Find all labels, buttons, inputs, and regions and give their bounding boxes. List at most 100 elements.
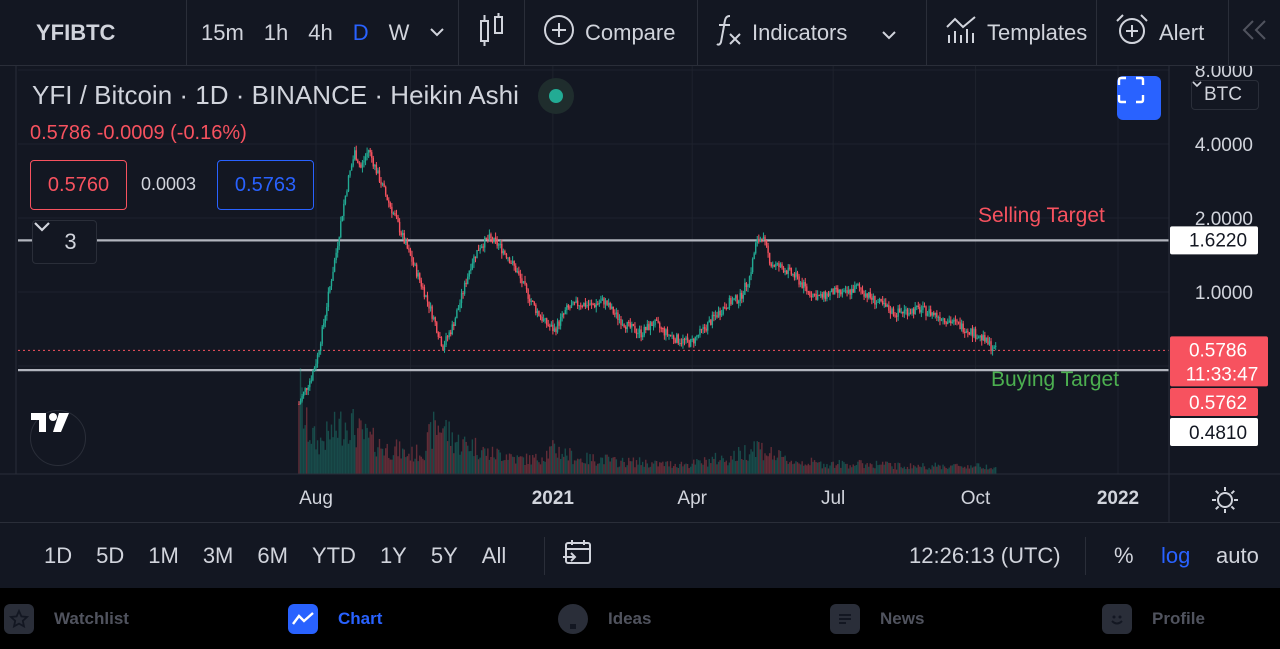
volume-bar [309,440,311,474]
candle-body [451,324,453,335]
volume-bar [846,463,848,474]
chevron-down-icon[interactable] [429,24,445,42]
interval-15m[interactable]: 15m [201,19,244,45]
collapse-toolbar-button[interactable] [1229,0,1279,66]
range-5d[interactable]: 5D [96,542,125,568]
percent-scale-toggle[interactable]: % [1114,543,1134,568]
range-3m[interactable]: 3M [202,542,234,568]
volume-bar [606,454,608,474]
selling-target-label[interactable]: Selling Target [978,204,1105,227]
candle-body [623,324,625,328]
range-1d[interactable]: 1D [44,542,73,568]
log-scale-toggle[interactable]: log [1161,543,1191,568]
volume-bar [881,461,884,474]
volume-bar [491,446,494,474]
sell-button[interactable]: 0.5760 [30,160,127,210]
range-ytd[interactable]: YTD [311,542,356,568]
interval-w[interactable]: W [388,19,410,45]
indicator-legend-toggle[interactable]: 3 [32,220,97,264]
volume-bar [926,469,929,474]
interval-1h[interactable]: 1h [263,19,289,45]
nav-chart[interactable]: Chart [256,588,512,649]
volume-bar [508,453,511,474]
chevron-down-icon[interactable] [881,20,897,46]
candle-body [547,324,549,326]
auto-scale-toggle[interactable]: auto [1216,543,1259,568]
candle-body [485,237,488,239]
candle-body [860,287,862,290]
volume-bar [852,464,854,474]
nav-profile[interactable]: Profile [1024,588,1280,649]
volume-bar [583,462,585,474]
range-all[interactable]: All [481,542,507,568]
utc-clock[interactable]: 12:26:13 (UTC) [909,543,1061,568]
compare-button[interactable]: Compare [525,0,698,66]
candle-body [931,312,933,316]
symbol-search-button[interactable]: YFIBTC [0,0,187,66]
candle-body [603,298,605,305]
candle-body [985,337,988,342]
volume-bar [302,428,305,474]
chart-type-button[interactable] [459,0,525,66]
volume-bar [905,469,907,474]
candle-body [747,285,749,287]
volume-bar [651,462,653,474]
chart-pane[interactable]: 8.0000 4.0000 2.0000 1.0000 1.6220 0.5786 11:3… [0,66,1280,522]
candle-body [615,312,618,315]
range-6m[interactable]: 6M [257,542,288,568]
candle-body [917,305,919,308]
nav-watchlist[interactable]: Watchlist [0,588,256,649]
volume-bar [327,430,330,474]
candle-body [928,309,930,314]
volume-bar [405,457,407,474]
nav-ideas[interactable]: Ideas [512,588,768,649]
range-1y[interactable]: 1Y [379,542,407,568]
volume-bar [970,465,972,474]
indicators-button[interactable]: Indicators [698,0,927,66]
market-status-dot[interactable] [538,78,574,114]
candle-body [383,183,385,187]
go-to-date-button[interactable] [563,539,593,572]
interval-d[interactable]: D [352,19,369,45]
candle-body [710,320,712,325]
alert-button[interactable]: Alert [1097,0,1229,66]
templates-button[interactable]: Templates [927,0,1097,66]
candle-body [629,322,631,328]
candle-body [456,310,458,319]
volume-bar [973,466,975,474]
interval-4h[interactable]: 4h [308,19,333,45]
candle-body [344,195,347,204]
candle-body [936,312,938,318]
currency-selector[interactable]: BTC [1191,80,1259,110]
tradingview-logo[interactable] [30,410,86,466]
compare-label: Compare [585,19,676,45]
candle-body [964,331,966,333]
candle-body [535,304,537,314]
volume-bar [335,430,337,474]
range-1m[interactable]: 1M [148,542,179,568]
candle-body [850,288,853,295]
candle-body [442,345,444,351]
volume-bar [629,461,631,474]
candle-body [679,343,681,345]
nav-news[interactable]: News [768,588,1024,649]
volume-bar [381,448,384,474]
range-5y[interactable]: 5Y [430,542,458,568]
candle-body [504,250,506,254]
fullscreen-button[interactable] [1117,76,1161,120]
volume-bar [855,464,858,474]
volume-bar [733,450,735,474]
indicator-count: 3 [64,229,77,254]
buying-target-label[interactable]: Buying Target [991,368,1120,391]
volume-bar [580,458,582,474]
volume-bar [922,463,924,474]
buy-button[interactable]: 0.5763 [217,160,314,210]
candle-body [502,250,505,254]
candle-body [319,343,322,352]
volume-bar [894,463,896,474]
volume-bar [711,456,714,474]
candle-body [555,328,557,333]
price-chart[interactable]: 8.0000 4.0000 2.0000 1.0000 1.6220 0.5786 11:3… [0,66,1280,522]
volume-bar [897,462,899,474]
candle-body [437,332,440,337]
